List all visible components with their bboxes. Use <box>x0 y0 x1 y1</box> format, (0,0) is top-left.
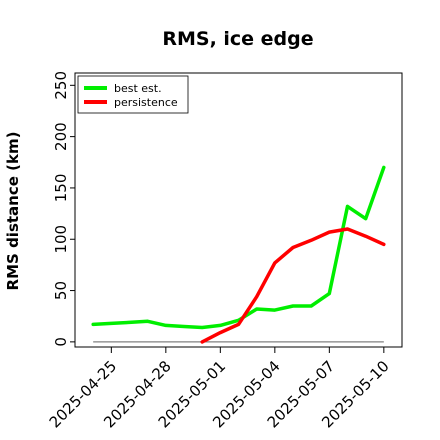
legend-box <box>77 75 189 114</box>
plot-area-frame <box>74 72 403 348</box>
series-layer <box>91 165 386 344</box>
legend-label-best-est: best est. <box>114 82 162 95</box>
legend-label-persistence: persistence <box>114 96 178 109</box>
y-tick-label-50: 50 <box>52 281 70 300</box>
series-line-persistence <box>200 227 386 344</box>
y-axis-ticks: 0 50 100 150 200 250 <box>52 71 75 347</box>
y-tick-label-250: 250 <box>52 71 70 100</box>
y-axis-label: RMS distance (km) <box>4 132 22 291</box>
y-tick-label-200: 200 <box>52 122 70 151</box>
y-tick-label-150: 150 <box>52 174 70 203</box>
series-line-best-est <box>91 165 386 330</box>
chart-title: RMS, ice edge <box>162 28 313 50</box>
y-tick-label-100: 100 <box>52 225 70 254</box>
y-tick-label-0: 0 <box>52 337 70 347</box>
x-axis-ticks: 2025-04-252025-04-282025-05-012025-05-04… <box>46 347 393 431</box>
legend: best est. persistence <box>77 75 189 114</box>
